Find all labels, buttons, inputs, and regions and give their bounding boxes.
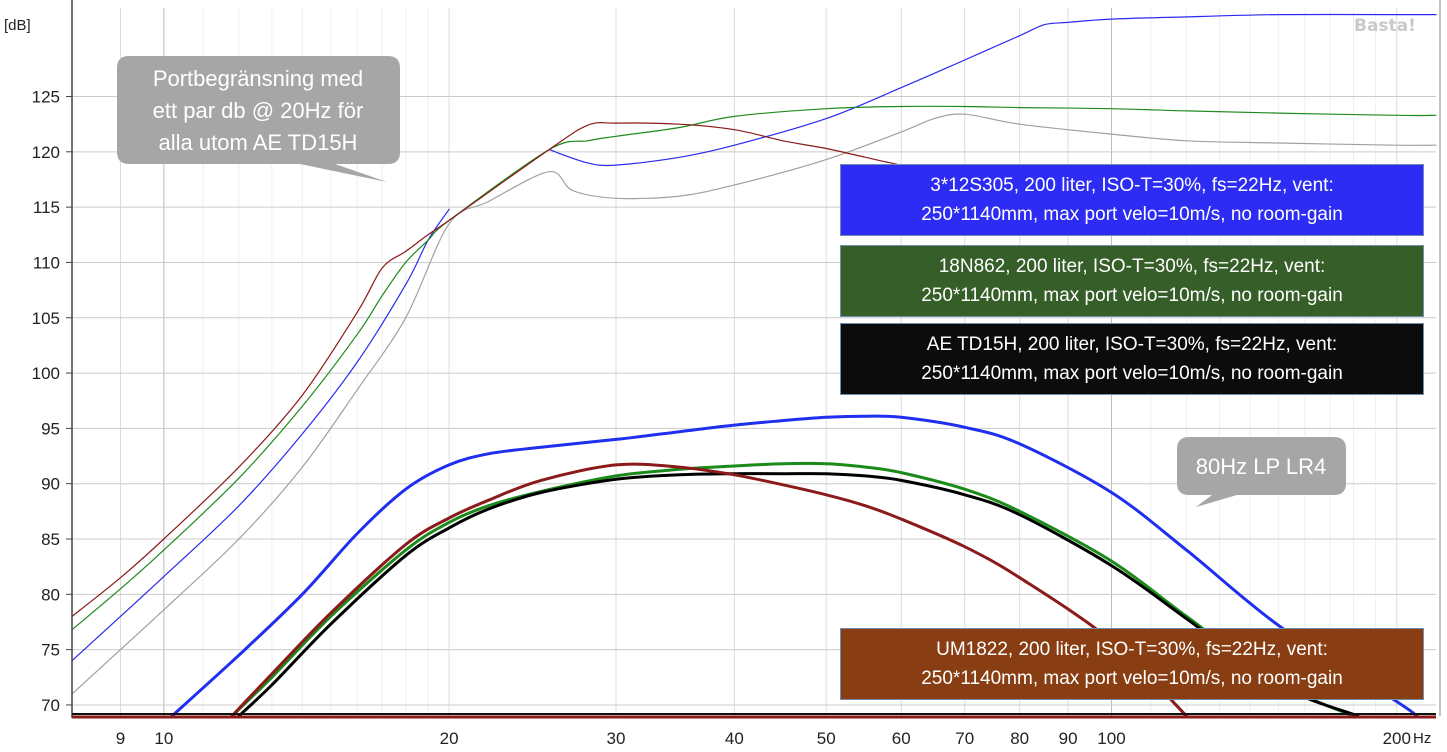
callout-port-line-1: Portbegränsning med <box>153 66 363 91</box>
callout-port-line-2: ett par db @ 20Hz för <box>153 98 364 123</box>
y-tick-label-120: 120 <box>32 143 60 162</box>
y-tick-label-115: 115 <box>33 198 60 217</box>
series-layer <box>71 13 1437 718</box>
series-line-7 <box>237 472 1360 718</box>
x-tick-label-90: 90 <box>1059 729 1078 748</box>
legend-ae-td15h: AE TD15H, 200 liter, ISO-T=30%, fs=22Hz,… <box>840 323 1424 395</box>
legend-ae-td15h-line-1: AE TD15H, 200 liter, ISO-T=30%, fs=22Hz,… <box>926 334 1338 355</box>
x-tick-label-100: 100 <box>1097 729 1125 748</box>
callout-port-limitation: Portbegränsning med ett par db @ 20Hz fö… <box>117 56 400 182</box>
series-line-4 <box>71 122 935 617</box>
y-tick-label-85: 85 <box>41 530 60 549</box>
y-unit-label: [dB] <box>4 17 31 34</box>
series-line-3 <box>71 113 1437 695</box>
series-line-5 <box>170 414 1419 718</box>
legend-um1822-text: UM1822, 200 liter, ISO-T=30%, fs=22Hz, v… <box>921 635 1343 693</box>
tick-labels: 70 75 80 85 90 95 100 105 110 115 120 125 9 10 20 30 40 5… <box>32 88 1411 749</box>
series-line-6 <box>230 461 1355 718</box>
y-tick-label-110: 110 <box>33 253 60 272</box>
series-line-0 <box>71 208 450 662</box>
y-tick-label-75: 75 <box>41 641 60 660</box>
x-tick-label-30: 30 <box>607 729 626 748</box>
legend-ae-td15h-line-2: 250*1140mm, max port velo=10m/s, no room… <box>921 363 1343 384</box>
legend-ae-td15h-text: AE TD15H, 200 liter, ISO-T=30%, fs=22Hz,… <box>921 330 1343 388</box>
legend-um1822-line-1: UM1822, 200 liter, ISO-T=30%, fs=22Hz, v… <box>936 639 1328 660</box>
legend-18n862-line-2: 250*1140mm, max port velo=10m/s, no room… <box>921 285 1343 306</box>
y-tick-label-90: 90 <box>41 475 60 494</box>
plot-frame <box>71 0 1441 719</box>
callout-lp-text: 80Hz LP LR4 <box>1196 454 1326 479</box>
series-line-1 <box>548 13 1437 167</box>
y-tick-label-80: 80 <box>41 585 60 604</box>
legend-18n862-text: 18N862, 200 liter, ISO-T=30%, fs=22Hz, v… <box>921 252 1343 310</box>
y-tick-label-125: 125 <box>32 88 60 107</box>
legend-12s305-text: 3*12S305, 200 liter, ISO-T=30%, fs=22Hz,… <box>921 171 1343 229</box>
legend-18n862: 18N862, 200 liter, ISO-T=30%, fs=22Hz, v… <box>840 245 1424 317</box>
series-line-2 <box>71 105 1437 631</box>
x-tick-label-10: 10 <box>154 729 173 748</box>
legend-18n862-line-1: 18N862, 200 liter, ISO-T=30%, fs=22Hz, v… <box>938 256 1326 277</box>
x-tick-label-9: 9 <box>116 729 125 748</box>
x-tick-label-200: 200 <box>1383 729 1411 748</box>
x-tick-label-50: 50 <box>817 729 836 748</box>
watermark: Basta! <box>1354 16 1416 36</box>
legend-12s305-line-1: 3*12S305, 200 liter, ISO-T=30%, fs=22Hz,… <box>930 175 1334 196</box>
y-tick-label-70: 70 <box>41 696 60 715</box>
x-unit-label: Hz <box>1413 730 1431 747</box>
legend-um1822-line-2: 250*1140mm, max port velo=10m/s, no room… <box>921 668 1343 689</box>
x-tick-label-80: 80 <box>1010 729 1029 748</box>
y-tick-label-100: 100 <box>32 364 60 383</box>
series-line-8 <box>230 462 1188 718</box>
x-tick-label-20: 20 <box>440 729 459 748</box>
callout-lowpass: 80Hz LP LR4 <box>1177 437 1346 507</box>
x-tick-label-70: 70 <box>955 729 974 748</box>
x-tick-label-60: 60 <box>892 729 911 748</box>
callout-port-line-3: alla utom AE TD15H <box>159 130 358 155</box>
legend-12s305-line-2: 250*1140mm, max port velo=10m/s, no room… <box>921 204 1343 225</box>
y-tick-label-95: 95 <box>41 419 60 438</box>
x-tick-label-40: 40 <box>725 729 744 748</box>
legend-um1822: UM1822, 200 liter, ISO-T=30%, fs=22Hz, v… <box>840 628 1424 700</box>
y-tick-label-105: 105 <box>32 309 60 328</box>
legend-12s305: 3*12S305, 200 liter, ISO-T=30%, fs=22Hz,… <box>840 164 1424 236</box>
